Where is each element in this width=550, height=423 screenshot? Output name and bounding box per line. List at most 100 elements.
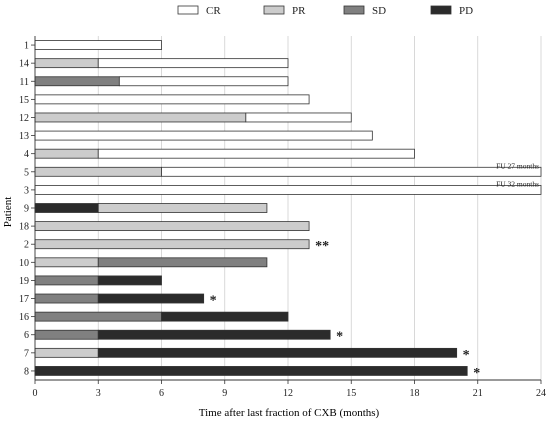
patient-row-10: 10 bbox=[19, 257, 268, 269]
patient-label: 5 bbox=[24, 167, 29, 178]
patient-row-18: 18 bbox=[19, 221, 310, 233]
patient-label: 2 bbox=[24, 240, 29, 251]
legend-swatch-pd bbox=[430, 5, 452, 15]
bar-segment-sd bbox=[34, 76, 120, 87]
bar-segment-cr bbox=[118, 76, 289, 87]
axes: 0 3 6 9 12 15 18 21 24 bbox=[33, 36, 546, 399]
bar-segment-cr bbox=[34, 130, 373, 141]
patient-label: 12 bbox=[19, 113, 29, 124]
legend-swatch-pr bbox=[263, 5, 285, 15]
bar-segment-sd bbox=[34, 275, 99, 286]
patient-label: 3 bbox=[24, 185, 29, 196]
bar-segment-pr bbox=[34, 166, 162, 177]
patient-row-11: 11 bbox=[19, 76, 289, 88]
bar-segment-pd bbox=[97, 275, 162, 286]
patient-label: 18 bbox=[19, 222, 29, 233]
bar-segment-pd bbox=[97, 347, 458, 358]
bar-segment-pr bbox=[34, 239, 310, 250]
bar-segment-pr bbox=[34, 257, 99, 268]
bar-segment-cr bbox=[34, 40, 162, 50]
x-tick-label: 12 bbox=[283, 388, 293, 399]
bar-segment-pr bbox=[34, 148, 99, 159]
patient-row-6: 6 * bbox=[24, 330, 343, 345]
patient-label: 4 bbox=[24, 149, 29, 160]
bar-segment-cr bbox=[245, 112, 352, 123]
significance-marker: * bbox=[463, 348, 470, 363]
patient-row-12: 12 bbox=[19, 112, 352, 124]
patient-row-19: 19 bbox=[19, 275, 162, 287]
x-tick-label: 15 bbox=[346, 388, 356, 399]
x-tick-label: 6 bbox=[159, 388, 164, 399]
patient-bars: 1 14 11 15 12 13 4 5 FU 27 months 3 FU 32 months 9 1… bbox=[19, 40, 542, 381]
patient-row-5: 5 FU 27 months bbox=[24, 161, 542, 178]
bar-segment-pr bbox=[34, 221, 310, 232]
bar-segment-cr bbox=[97, 58, 289, 69]
legend: CR PR SD PD bbox=[177, 5, 473, 17]
patient-row-17: 17 * bbox=[19, 294, 217, 309]
patient-label: 7 bbox=[24, 348, 29, 359]
x-tick-label: 3 bbox=[96, 388, 101, 399]
patient-row-14: 14 bbox=[19, 58, 289, 70]
patient-label: 17 bbox=[19, 294, 29, 305]
bar-segment-pr bbox=[34, 112, 247, 123]
patient-row-16: 16 bbox=[19, 311, 289, 323]
bar-segment-pd bbox=[97, 293, 205, 304]
bar-segment-pd bbox=[161, 311, 289, 322]
patient-row-4: 4 bbox=[24, 148, 415, 160]
bar-segment-cr bbox=[34, 94, 310, 105]
patient-label: 10 bbox=[19, 258, 29, 269]
significance-marker: * bbox=[336, 330, 343, 345]
bar-segment-sd bbox=[34, 311, 162, 322]
patient-row-9: 9 bbox=[24, 203, 268, 215]
patient-label: 1 bbox=[24, 41, 29, 52]
patient-row-1: 1 bbox=[24, 40, 162, 52]
bar-segment-pr bbox=[34, 58, 99, 69]
legend-item-pr: PR bbox=[263, 5, 306, 17]
legend-item-cr: CR bbox=[177, 5, 221, 17]
follow-up-note: FU 27 months bbox=[496, 161, 539, 170]
x-tick-label: 0 bbox=[33, 388, 38, 399]
legend-label-pd: PD bbox=[459, 5, 473, 17]
bar-segment-cr bbox=[161, 166, 542, 177]
follow-up-note: FU 32 months bbox=[496, 179, 539, 188]
legend-item-pd: PD bbox=[430, 5, 473, 17]
significance-marker: * bbox=[473, 366, 480, 381]
patient-label: 11 bbox=[19, 77, 29, 88]
patient-label: 15 bbox=[19, 95, 29, 106]
legend-swatch-sd bbox=[343, 5, 365, 15]
significance-marker: ** bbox=[315, 239, 329, 254]
patient-row-3: 3 FU 32 months bbox=[24, 179, 542, 196]
patient-label: 19 bbox=[19, 276, 29, 287]
patient-label: 13 bbox=[19, 131, 29, 142]
y-axis-label: Patient bbox=[2, 197, 14, 228]
bar-segment-sd bbox=[34, 293, 99, 304]
bar-segment-sd bbox=[34, 329, 99, 340]
patient-label: 14 bbox=[19, 59, 29, 70]
x-axis-label: Time after last fraction of CXB (months) bbox=[199, 407, 380, 419]
bar-segment-pr bbox=[97, 203, 268, 213]
bar-segment-cr bbox=[34, 184, 542, 195]
patient-label: 16 bbox=[19, 312, 29, 323]
bar-segment-cr bbox=[97, 148, 415, 159]
legend-item-sd: SD bbox=[343, 5, 386, 17]
patient-row-15: 15 bbox=[19, 94, 310, 106]
x-tick-label: 21 bbox=[473, 388, 483, 399]
legend-label-pr: PR bbox=[292, 5, 306, 17]
x-tick-label: 18 bbox=[410, 388, 420, 399]
patient-row-8: 8 * bbox=[24, 366, 480, 381]
x-tick-label: 9 bbox=[222, 388, 227, 399]
significance-marker: * bbox=[210, 294, 217, 309]
patient-label: 6 bbox=[24, 330, 29, 341]
patient-row-7: 7 * bbox=[24, 348, 470, 363]
patient-row-2: 2 ** bbox=[24, 239, 329, 254]
patient-row-13: 13 bbox=[19, 130, 373, 142]
x-tick-label: 24 bbox=[536, 388, 546, 399]
bar-segment-pd bbox=[34, 366, 468, 376]
bar-segment-pr bbox=[34, 347, 99, 358]
patient-label: 8 bbox=[24, 366, 29, 377]
legend-swatch-cr bbox=[177, 5, 199, 15]
legend-label-sd: SD bbox=[372, 5, 386, 17]
bar-segment-pd bbox=[97, 329, 331, 340]
legend-label-cr: CR bbox=[206, 5, 221, 17]
